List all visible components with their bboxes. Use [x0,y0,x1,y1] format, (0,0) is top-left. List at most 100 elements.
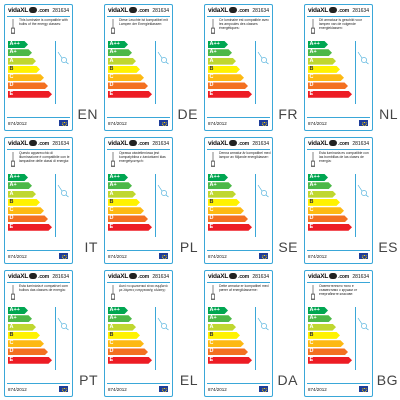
energy-class-scale: A++ A+ A B C D E [208,41,252,99]
energy-label-cell-se: vidaXL .com 281634 Denna armatur är kompa… [200,133,300,266]
regulation-number: 874/2012 [108,121,127,126]
energy-class-bar: D [108,215,152,222]
energy-class-bar-fill [208,41,228,48]
brand-logo: vidaXL .com [308,140,349,147]
energy-class-bar: D [208,215,252,222]
energy-class-bar: A [308,323,352,331]
energy-label-cell-bg: vidaXL .com 281634 Осветителното тяло е с… [300,266,400,399]
energy-class-bar-fill [208,207,244,214]
brand-suffix: .com [38,141,49,147]
eu-flag-icon [259,253,268,259]
energy-class-bar-fill [208,332,240,339]
product-code: 281634 [352,274,369,280]
energy-class-bar-fill [308,315,332,322]
energy-class-letter: C [9,74,14,81]
energy-class-letter: C [309,74,314,81]
energy-class-letter: E [309,90,314,97]
energy-class-bar-fill [308,58,336,65]
top-divider [207,16,270,17]
energy-class-bar-fill [108,58,136,65]
energy-class-bar: B [108,65,152,73]
energy-class-bar-fill [108,357,152,364]
energy-class-bar: A [8,57,52,65]
energy-class-bar-fill [8,182,32,189]
brand-name: vidaXL [8,140,29,147]
energy-class-bar: B [208,65,252,73]
top-divider [7,282,70,283]
scale-side-line [155,307,156,370]
energy-class-letter: A++ [109,41,120,47]
energy-class-letter: B [9,331,14,338]
energy-class-letter: B [309,65,314,72]
energy-class-bar-fill [208,58,236,65]
energy-class-bar: A [8,323,52,331]
energy-class-bar-fill [208,182,232,189]
energy-class-bar: A+ [108,315,152,322]
energy-class-bar: B [308,65,352,73]
energy-class-bar: A++ [208,174,252,181]
brand-name: vidaXL [308,7,329,14]
brand-name: vidaXL [108,273,129,280]
energy-class-bar: A+ [108,182,152,189]
energy-class-bar: E [8,223,52,231]
bottom-divider [7,250,70,251]
bulb-icon [157,317,169,331]
energy-class-letter: A+ [309,182,317,189]
scale-side-line [355,41,356,104]
energy-class-letter: C [209,340,214,347]
compatibility-text: Осветителното тяло е съвместимо с крушки… [319,284,358,296]
brand-logo: vidaXL .com [208,140,249,147]
energy-class-letter: A [309,190,314,197]
energy-label-cell-it: vidaXL .com 281634 Questo apparecchio di … [0,133,100,266]
energy-class-bar-fill [108,207,144,214]
energy-class-letter: E [109,90,114,97]
scale-side-line [255,174,256,237]
energy-class-bar: B [308,331,352,339]
product-code: 281634 [52,8,69,14]
energy-class-bar: A+ [8,315,52,322]
product-code: 281634 [52,141,69,147]
energy-class-letter: A+ [109,49,117,56]
energy-class-bar-fill [208,66,240,73]
energy-class-bar: A++ [108,307,152,314]
energy-class-bar: E [108,90,152,98]
energy-class-bar-fill [208,357,252,364]
regulation-number: 874/2012 [208,387,227,392]
energy-class-letter: A+ [109,315,117,322]
energy-class-bar: C [108,207,152,214]
compatibility-text: This luminaire is compatible with bulbs … [19,18,68,26]
energy-class-bar-fill [108,82,148,89]
energy-class-bar: D [208,82,252,89]
brand-badge-icon [229,273,238,280]
language-code: SE [278,239,298,255]
pendant-lamp-icon [311,152,315,167]
energy-class-letter: E [309,356,314,363]
energy-class-bar: E [8,90,52,98]
pendant-lamp-icon [211,152,215,167]
energy-class-bar-fill [108,66,140,73]
brand-badge-icon [329,140,338,147]
bulb-icon [257,184,269,198]
energy-class-bar-fill [208,74,244,81]
energy-class-scale: A++ A+ A B C D E [8,174,52,232]
energy-class-letter: A [109,190,114,197]
regulation-number: 874/2012 [8,121,27,126]
energy-class-letter: A+ [9,315,17,322]
bottom-divider [307,383,370,384]
energy-class-letter: E [9,90,14,97]
energy-class-letter: E [209,356,214,363]
energy-class-letter: A+ [209,182,217,189]
brand-suffix: .com [38,8,49,14]
brand-suffix: .com [338,8,349,14]
energy-class-bar: C [208,207,252,214]
energy-class-bar: A+ [8,182,52,189]
scale-side-line [355,174,356,237]
brand-suffix: .com [138,274,149,280]
energy-class-letter: A [109,57,114,64]
energy-class-letter: B [109,65,114,72]
energy-class-bar-fill [208,191,236,198]
language-code: PL [179,239,198,255]
energy-class-letter: A+ [9,49,17,56]
energy-class-letter: D [209,215,214,222]
energy-class-bar-fill [108,91,152,98]
